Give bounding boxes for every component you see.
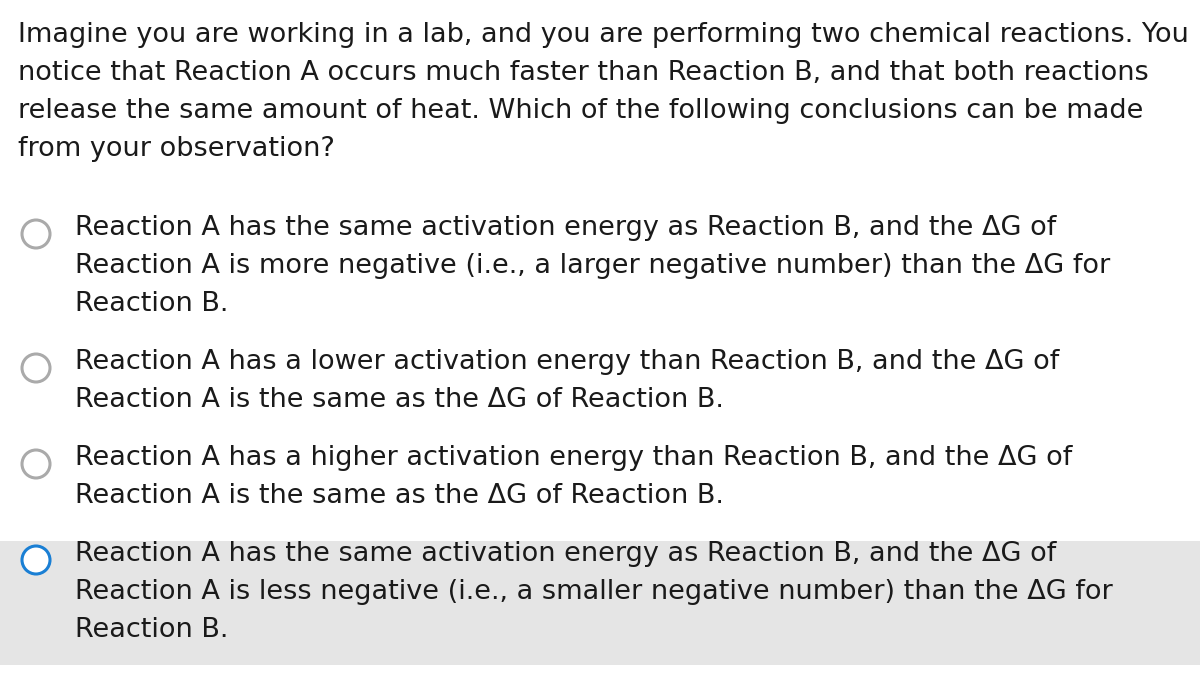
Text: release the same amount of heat. Which of the following conclusions can be made: release the same amount of heat. Which o… (18, 98, 1144, 124)
Circle shape (22, 450, 50, 478)
Text: Reaction A is the same as the ΔG of Reaction B.: Reaction A is the same as the ΔG of Reac… (74, 387, 724, 413)
FancyBboxPatch shape (0, 541, 1200, 665)
Circle shape (22, 220, 50, 248)
Text: Reaction A is less negative (i.e., a smaller negative number) than the ΔG for: Reaction A is less negative (i.e., a sma… (74, 579, 1112, 605)
Text: Reaction A is more negative (i.e., a larger negative number) than the ΔG for: Reaction A is more negative (i.e., a lar… (74, 253, 1110, 279)
Text: Imagine you are working in a lab, and you are performing two chemical reactions.: Imagine you are working in a lab, and yo… (18, 22, 1189, 48)
Circle shape (22, 546, 50, 574)
Text: Reaction A is the same as the ΔG of Reaction B.: Reaction A is the same as the ΔG of Reac… (74, 483, 724, 509)
Text: Reaction B.: Reaction B. (74, 617, 228, 643)
Text: Reaction A has the same activation energy as Reaction B, and the ΔG of: Reaction A has the same activation energ… (74, 215, 1056, 241)
Circle shape (22, 354, 50, 382)
Text: Reaction B.: Reaction B. (74, 291, 228, 317)
Text: from your observation?: from your observation? (18, 136, 335, 162)
Text: Reaction A has the same activation energy as Reaction B, and the ΔG of: Reaction A has the same activation energ… (74, 541, 1056, 567)
Text: notice that Reaction A occurs much faster than Reaction B, and that both reactio: notice that Reaction A occurs much faste… (18, 60, 1148, 86)
Text: Reaction A has a lower activation energy than Reaction B, and the ΔG of: Reaction A has a lower activation energy… (74, 349, 1060, 375)
Text: Reaction A has a higher activation energy than Reaction B, and the ΔG of: Reaction A has a higher activation energ… (74, 445, 1073, 471)
